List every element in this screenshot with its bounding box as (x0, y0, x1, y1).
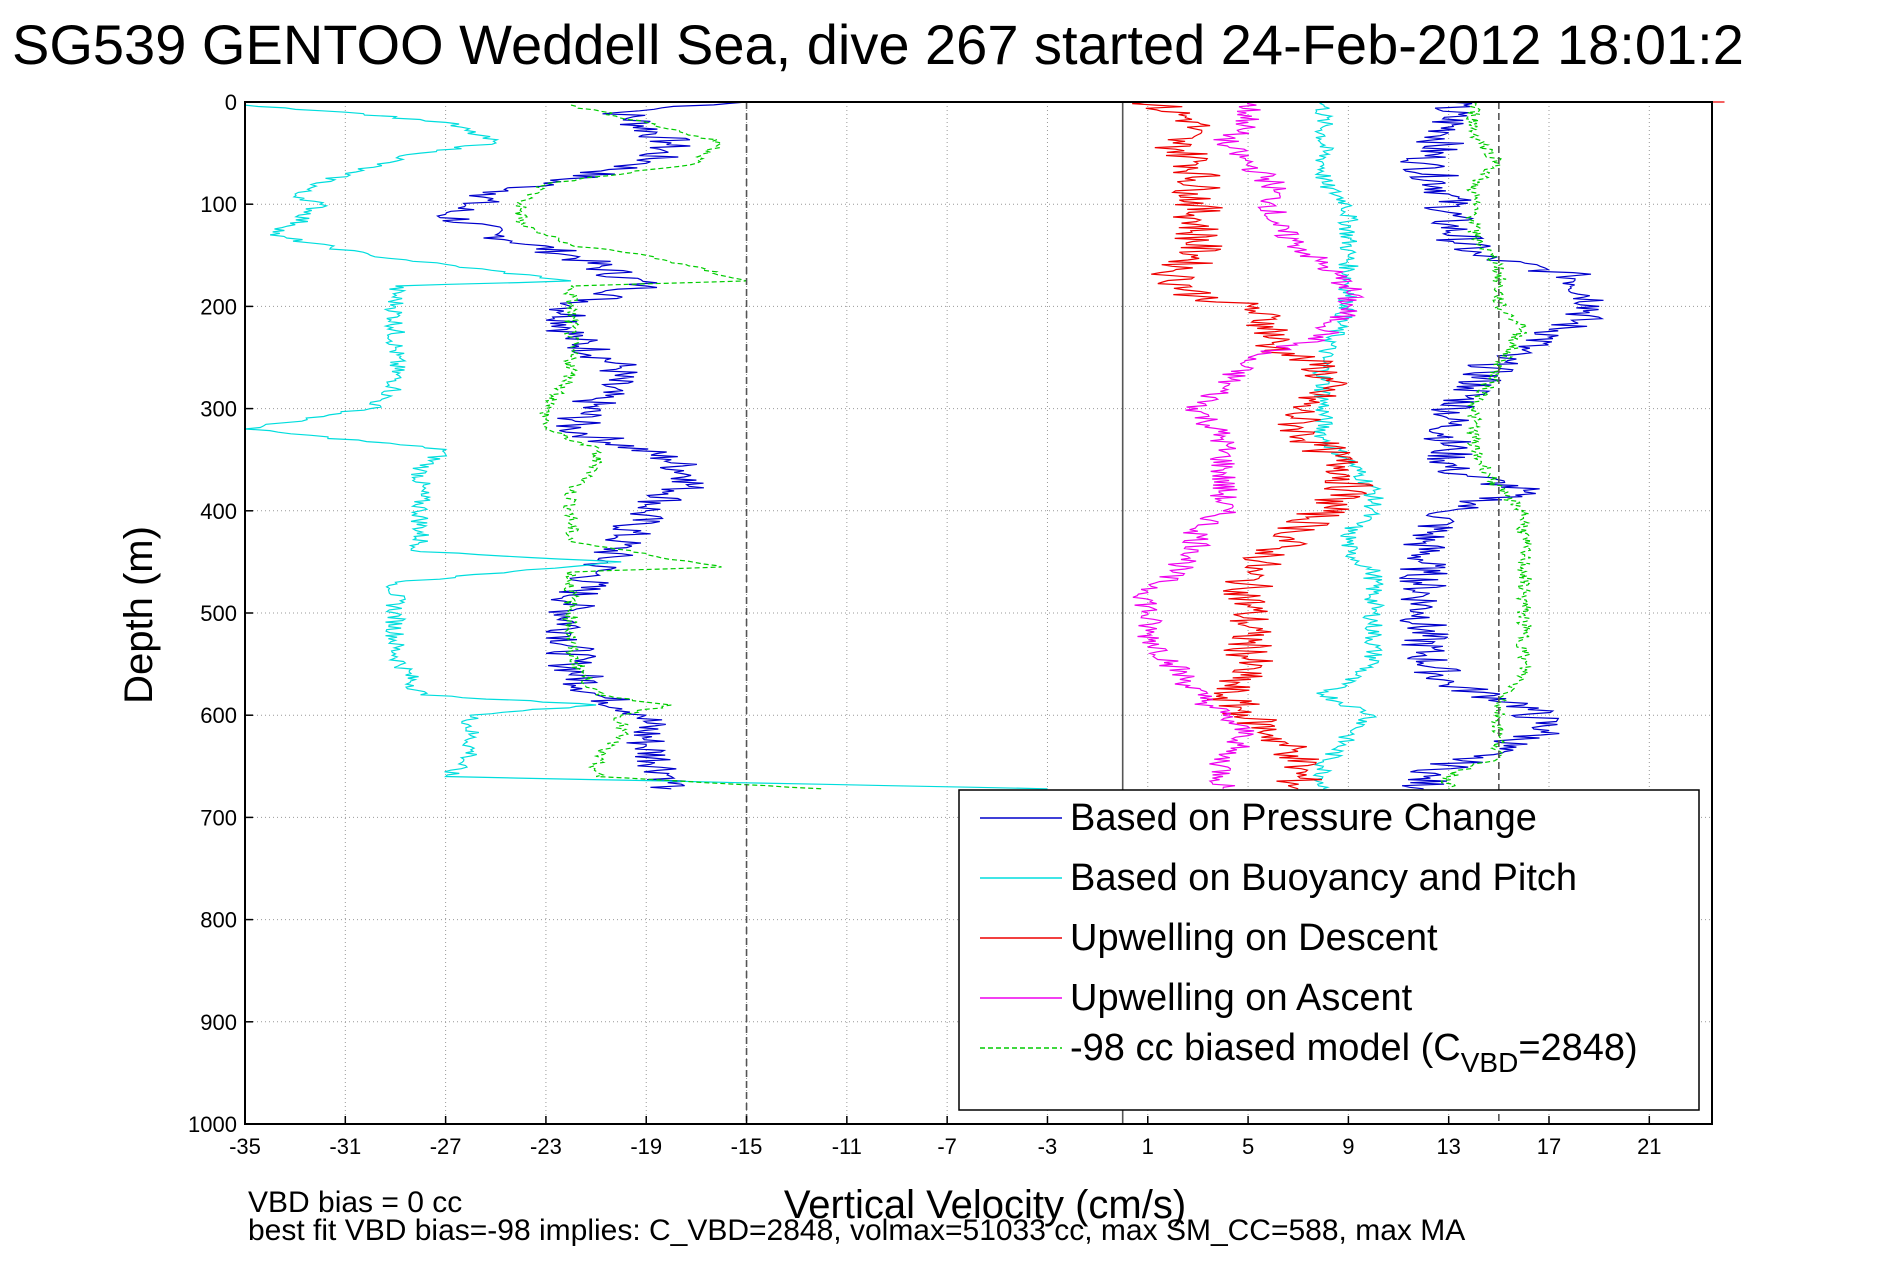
x-tick-label: -31 (329, 1134, 361, 1159)
x-tick-label: -27 (430, 1134, 462, 1159)
y-tick-label: 100 (200, 192, 237, 217)
y-axis-label: Depth (m) (117, 526, 161, 704)
legend-label: Based on Buoyancy and Pitch (1070, 857, 1577, 899)
y-tick-label: 0 (225, 90, 237, 115)
legend: Based on Pressure Change Based on Buoyanc… (958, 789, 1700, 1111)
y-tick-label: 900 (200, 1010, 237, 1035)
legend-label: Upwelling on Ascent (1070, 977, 1413, 1019)
vbd-bias-note: VBD bias = 0 cc (248, 1186, 462, 1219)
series-line-4 (514, 101, 1533, 790)
best-fit-note: best fit VBD bias=-98 implies: C_VBD=284… (248, 1214, 1465, 1247)
y-tick-label: 1000 (188, 1112, 237, 1137)
y-tick-label: 400 (200, 499, 237, 524)
y-tick-label: 700 (200, 805, 237, 830)
legend-label: Based on Pressure Change (1070, 797, 1537, 839)
x-tick-label: 1 (1142, 1134, 1154, 1159)
legend-label-suffix: =2848) (1518, 1027, 1637, 1069)
x-tick-label: 9 (1342, 1134, 1354, 1159)
series-line-2 (1132, 101, 1725, 790)
series-line-3 (1132, 101, 1365, 789)
y-tick-label: 500 (200, 601, 237, 626)
legend-label-subscript: VBD (1461, 1047, 1519, 1078)
x-tick-label: -11 (832, 1134, 862, 1159)
x-tick-label: 5 (1242, 1134, 1254, 1159)
y-tick-label: 300 (200, 397, 237, 422)
x-tick-label: 13 (1436, 1134, 1460, 1159)
series-layer (244, 101, 1725, 790)
x-tick-label: 21 (1637, 1134, 1661, 1159)
legend-box (958, 789, 1700, 1111)
legend-label-main: -98 cc biased model (C (1070, 1027, 1461, 1069)
series-line-1 (244, 101, 1386, 790)
x-tick-label: -35 (229, 1134, 261, 1159)
y-tick-label: 800 (200, 908, 237, 933)
tick-layer: -35 -31 -27 -23 -19 -15 -11 -7 -3 1 5 9 13 17 21010020… (188, 90, 1662, 1159)
x-tick-label: -7 (937, 1134, 957, 1159)
legend-label: -98 cc biased model (CVBD=2848) (1070, 1027, 1638, 1078)
y-tick-label: 600 (200, 703, 237, 728)
x-tick-label: 17 (1537, 1134, 1561, 1159)
x-tick-label: -15 (731, 1134, 763, 1159)
y-tick-label: 200 (200, 294, 237, 319)
series-line-0 (436, 101, 1605, 790)
x-tick-label: -19 (630, 1134, 662, 1159)
x-tick-label: -3 (1038, 1134, 1058, 1159)
chart-title: SG539 GENTOO Weddell Sea, dive 267 start… (12, 13, 1744, 76)
x-tick-label: -23 (530, 1134, 562, 1159)
x-axis-label: Vertical Velocity (cm/s) (784, 1183, 1186, 1227)
legend-label: Upwelling on Descent (1070, 917, 1438, 959)
